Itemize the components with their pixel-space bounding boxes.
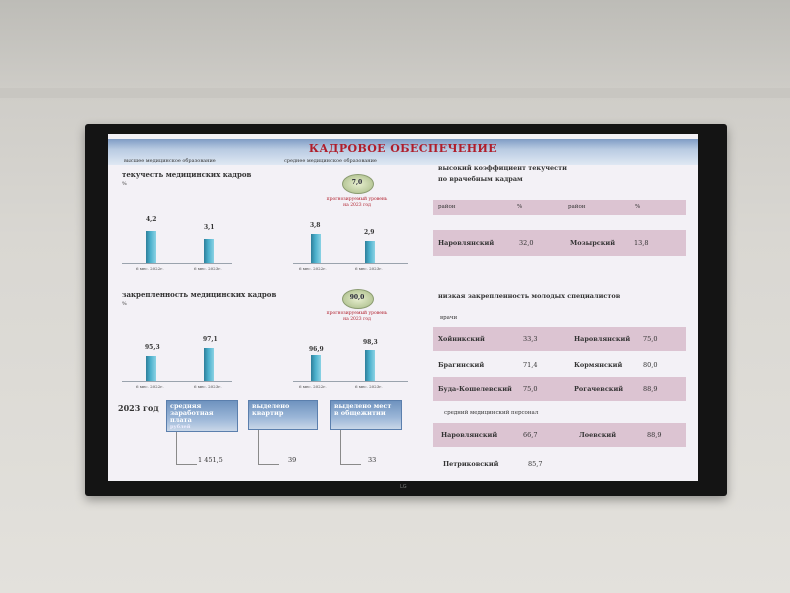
- district-value: 88,9: [643, 385, 658, 393]
- district-name: Хойникский: [438, 335, 485, 343]
- district-value: 85,7: [528, 460, 543, 468]
- turnover-secondary-axis: [293, 263, 408, 264]
- turnover-higher-value-2023: 3,1: [204, 224, 215, 231]
- turnover-secondary-label-2023: 6 мес. 2023г.: [355, 266, 383, 271]
- district-value: 88,9: [647, 431, 662, 439]
- title-bar: [108, 139, 698, 165]
- retention-higher-value-2023: 97,1: [203, 336, 218, 343]
- district-name: Кормянский: [574, 361, 623, 369]
- retention-badge: [342, 289, 374, 309]
- turnover-badge-note-1: прогнозируемый уровень: [326, 197, 388, 202]
- retention-badge-value: 90,0: [349, 294, 365, 301]
- salary-connector: [176, 432, 197, 465]
- doctors-row: Брагинский 71,4 Кормянский 80,0: [433, 353, 686, 377]
- turnover-unit: %: [122, 181, 127, 187]
- retention-higher-axis: [122, 381, 232, 382]
- col-pct-1: %: [517, 204, 523, 210]
- retention-secondary-label-2022: 6 мес. 2022г.: [299, 384, 327, 389]
- retention-badge-note-1: прогнозируемый уровень: [326, 311, 388, 316]
- district-name: Наровлянский: [441, 431, 498, 439]
- turnover-badge-value: 7,0: [351, 179, 363, 186]
- turnover-secondary-value-2022: 3,8: [310, 222, 321, 229]
- col-district-1: район: [438, 204, 456, 210]
- turnover-secondary-bar-2022: [311, 234, 321, 263]
- salary-value: 1 451,5: [198, 456, 223, 464]
- district-value: 13,8: [634, 239, 649, 247]
- retention-secondary-bar-2022: [311, 355, 321, 381]
- high-turnover-heading-2: по врачебным кадрам: [438, 175, 523, 183]
- apartments-connector: [258, 430, 279, 465]
- turnover-higher-label-2022: 6 мес. 2022г.: [136, 266, 164, 271]
- district-name: Буда-Кошелевский: [438, 385, 512, 393]
- salary-unit: рублей: [170, 424, 191, 430]
- retention-secondary-value-2023: 98,3: [363, 339, 378, 346]
- low-retention-heading: низкая закрепленность молодых специалист…: [438, 292, 621, 300]
- retention-secondary-axis: [293, 381, 408, 382]
- turnover-higher-bar-2023: [204, 239, 214, 263]
- doctors-label: врачи: [440, 315, 458, 321]
- turnover-secondary-value-2023: 2,9: [364, 229, 375, 236]
- turnover-heading: текучесть медицинских кадров: [122, 170, 252, 179]
- nurses-row: Наровлянский 66,7 Лоевский 88,9: [433, 423, 686, 447]
- dorm-box: выделено мест в общежитии: [330, 400, 402, 430]
- retention-secondary-bar-2023: [365, 350, 375, 381]
- apartments-value: 39: [288, 456, 297, 464]
- turnover-secondary-label-2022: 6 мес. 2022г.: [299, 266, 327, 271]
- subheader-higher: высшее медицинское образование: [124, 158, 216, 164]
- retention-secondary-value-2022: 96,9: [309, 346, 324, 353]
- doctors-row: Хойникский 33,3 Наровлянский 75,0: [433, 327, 686, 351]
- wall-band: [0, 88, 790, 98]
- retention-badge-note-2: на 2023 год: [343, 317, 371, 322]
- high-turnover-heading-1: высокий коэффициент текучести: [438, 164, 567, 172]
- retention-higher-label-2023: 6 мес. 2023г.: [194, 384, 222, 389]
- retention-heading: закрепленность медицинских кадров: [122, 290, 277, 299]
- dorm-title: выделено мест в общежитии: [334, 402, 392, 417]
- district-value: 66,7: [523, 431, 538, 439]
- turnover-higher-bar-2022: [146, 231, 156, 263]
- dorm-connector: [340, 430, 361, 465]
- apartments-title: выделено квартир: [252, 402, 290, 417]
- high-turnover-row: Наровлянский 32,0 Мозырский 13,8: [433, 230, 686, 256]
- turnover-higher-axis: [122, 263, 232, 264]
- high-turnover-header-row: район % район %: [433, 200, 686, 215]
- turnover-higher-label-2023: 6 мес. 2023г.: [194, 266, 222, 271]
- district-value: 32,0: [519, 239, 534, 247]
- tv-brand-logo: LG: [400, 484, 407, 490]
- district-value: 75,0: [523, 385, 538, 393]
- district-name: Брагинский: [438, 361, 485, 369]
- turnover-badge-note-2: на 2023 год: [343, 203, 371, 208]
- retention-unit: %: [122, 301, 127, 307]
- district-value: 75,0: [643, 335, 658, 343]
- page-title: КАДРОВОЕ ОБЕСПЕЧЕНИЕ: [308, 142, 498, 155]
- district-name: Наровлянский: [438, 239, 495, 247]
- doctors-row: Буда-Кошелевский 75,0 Рогачевский 88,9: [433, 377, 686, 401]
- district-name: Рогачевский: [574, 385, 624, 393]
- district-name: Петриковский: [443, 460, 499, 468]
- district-name: Наровлянский: [574, 335, 631, 343]
- subheader-secondary: среднее медицинское образование: [284, 158, 377, 164]
- col-district-2: район: [568, 204, 586, 210]
- retention-higher-value-2022: 95,3: [145, 344, 160, 351]
- retention-higher-label-2022: 6 мес. 2022г.: [136, 384, 164, 389]
- col-pct-2: %: [635, 204, 641, 210]
- salary-title: средняя заработная плата: [170, 402, 214, 424]
- salary-box: средняя заработная плата рублей: [166, 400, 238, 432]
- apartments-box: выделено квартир: [248, 400, 318, 430]
- turnover-secondary-bar-2023: [365, 241, 375, 263]
- year-label: 2023 год: [118, 403, 159, 413]
- dashboard-screen: КАДРОВОЕ ОБЕСПЕЧЕНИЕ высшее медицинское …: [108, 134, 698, 481]
- dorm-value: 33: [368, 456, 377, 464]
- district-value: 71,4: [523, 361, 538, 369]
- district-value: 80,0: [643, 361, 658, 369]
- district-value: 33,3: [523, 335, 538, 343]
- retention-higher-bar-2023: [204, 348, 214, 381]
- district-name: Лоевский: [579, 431, 617, 439]
- turnover-higher-value-2022: 4,2: [146, 216, 157, 223]
- retention-secondary-label-2023: 6 мес. 2023г.: [355, 384, 383, 389]
- nurses-label: средний медицинский персонал: [444, 410, 539, 416]
- retention-higher-bar-2022: [146, 356, 156, 381]
- nurses-last-row: Петриковский 85,7: [433, 452, 686, 474]
- turnover-badge: [342, 174, 374, 194]
- district-name: Мозырский: [570, 239, 616, 247]
